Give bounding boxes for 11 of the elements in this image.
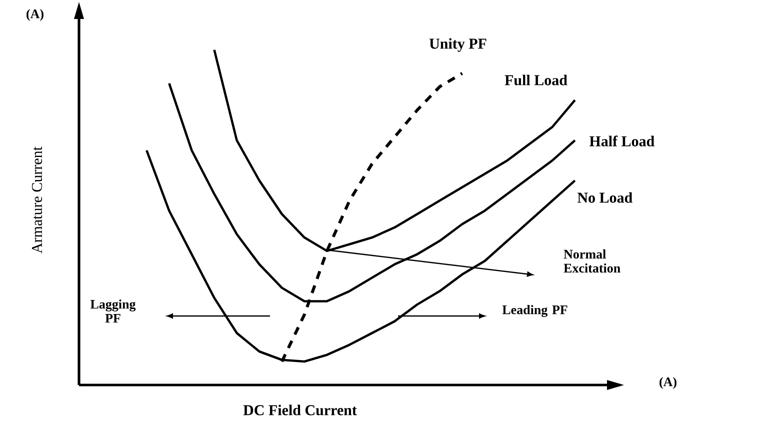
annotation: Normal Excitation [564, 249, 620, 273]
y-axis-title: Armature Current [32, 146, 42, 254]
annotation: Lagging PF [90, 299, 136, 323]
series-label: Full Load [504, 74, 568, 86]
series-label: No Load [577, 192, 632, 203]
text: (A) [26, 9, 44, 21]
annotation: Leading PF [502, 305, 568, 317]
text: (A) [660, 377, 676, 389]
x-axis-title: DC Field Current [243, 404, 357, 416]
series-label: Unity PF [429, 38, 486, 52]
series-label: Half Load [589, 136, 654, 146]
